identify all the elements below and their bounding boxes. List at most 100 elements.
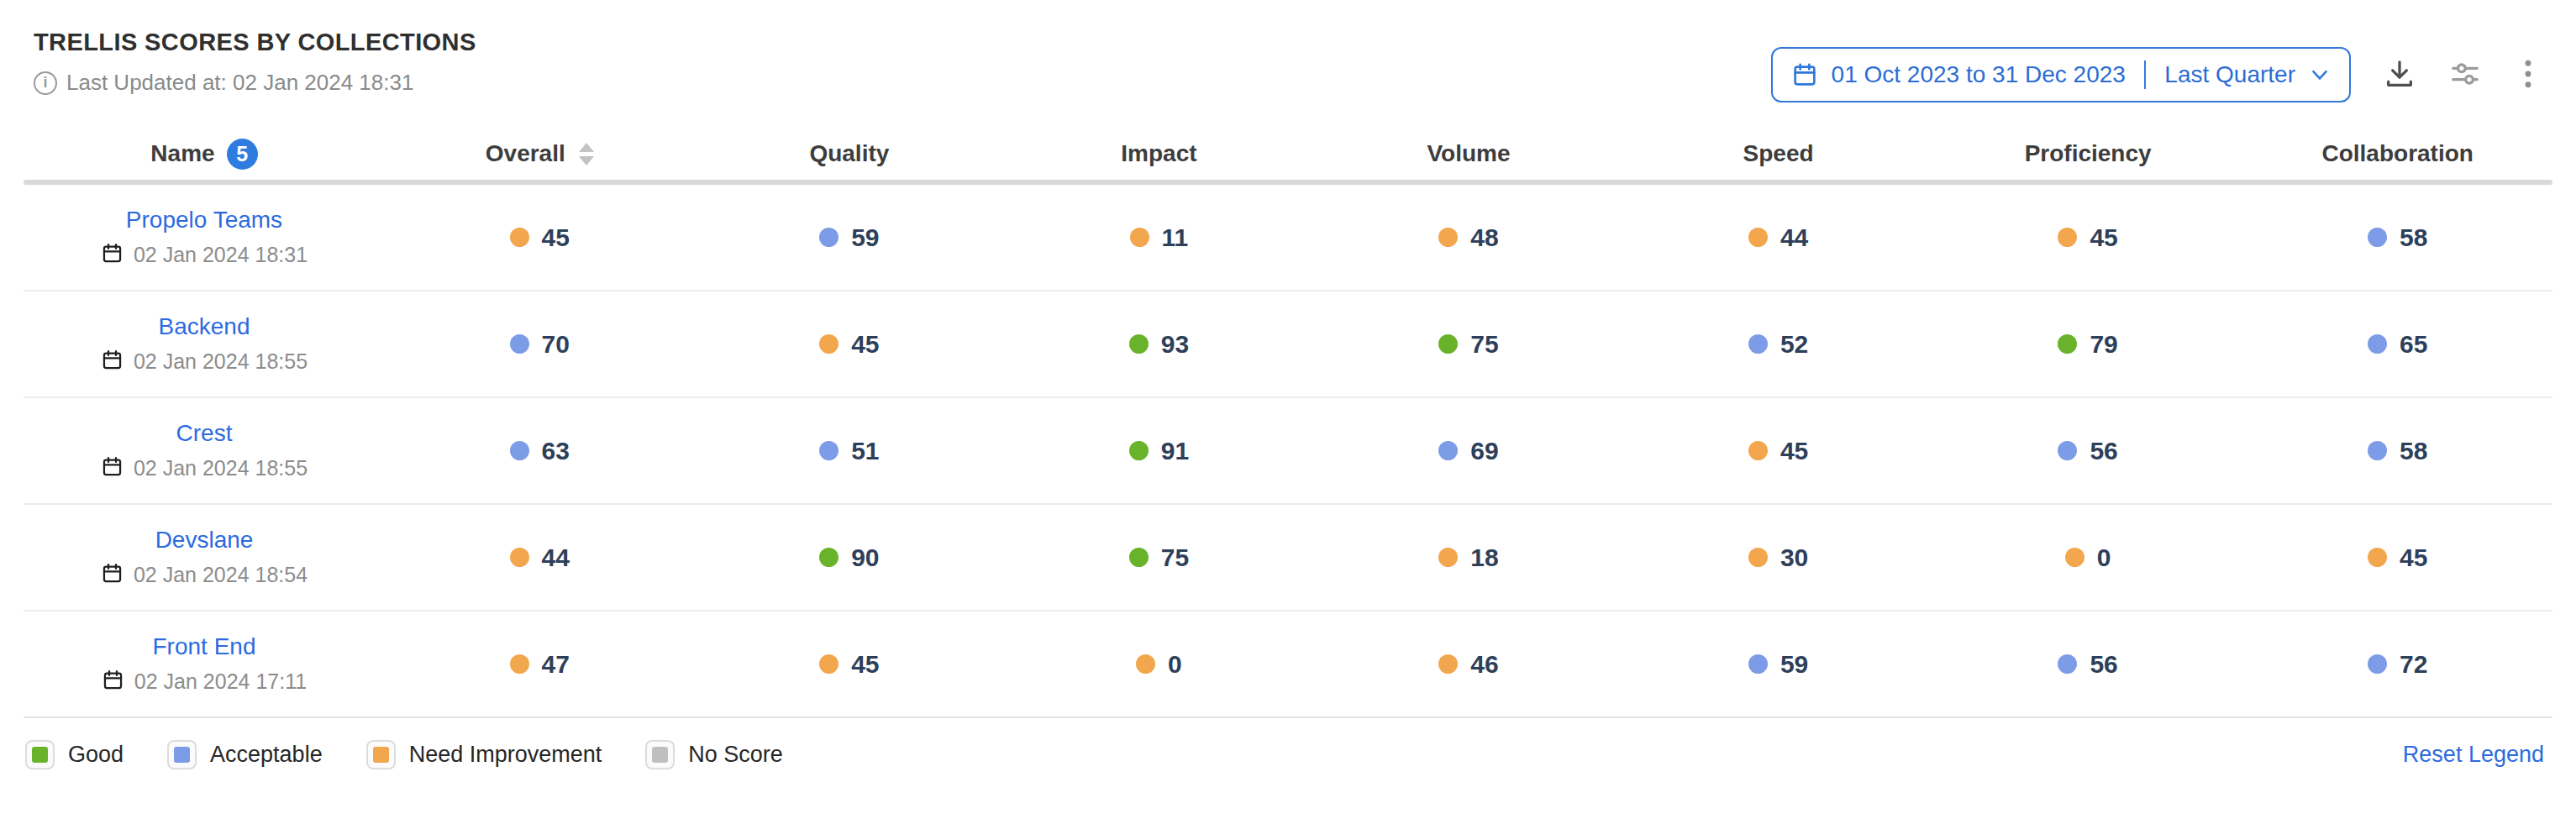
score-dot: [1748, 228, 1768, 247]
legend-bar: Good Acceptable Need Improvement No Scor…: [0, 718, 2576, 769]
score-value: 58: [2400, 223, 2427, 252]
table-row: Propelo Teams 02 Jan 2024 18:31 45 59 11: [24, 185, 2552, 291]
score-cell: 72: [2242, 650, 2552, 679]
column-header-label: Speed: [1743, 140, 1814, 167]
score-dot: [1748, 654, 1768, 674]
legend-item[interactable]: Acceptable: [167, 740, 323, 769]
collection-name-cell: Crest 02 Jan 2024 18:55: [24, 420, 385, 481]
collection-link[interactable]: Propelo Teams: [126, 207, 282, 234]
score-dot: [510, 441, 529, 460]
score-dot: [1748, 441, 1768, 460]
column-header-label: Volume: [1427, 140, 1510, 167]
score-cell: 58: [2242, 223, 2552, 252]
collection-name-cell: Backend 02 Jan 2024 18:55: [24, 313, 385, 375]
legend-item[interactable]: Need Improvement: [366, 740, 602, 769]
score-cell: 46: [1314, 650, 1624, 679]
score-value: 45: [851, 330, 879, 359]
table-row: Devslane 02 Jan 2024 18:54 44 90 75: [24, 505, 2552, 612]
score-dot: [510, 548, 529, 567]
name-header-label: Name: [150, 140, 214, 167]
settings-button[interactable]: [2448, 57, 2482, 93]
last-updated-text: Last Updated at: 02 Jan 2024 18:31: [66, 70, 413, 96]
score-value: 46: [1470, 650, 1498, 679]
legend-checkbox: [645, 740, 675, 769]
score-cell: 44: [385, 543, 695, 572]
score-value: 45: [1780, 437, 1808, 465]
score-dot: [1438, 334, 1458, 354]
score-value: 56: [2090, 437, 2117, 465]
table-row: Backend 02 Jan 2024 18:55 70 45 93: [24, 291, 2552, 398]
reset-legend-link[interactable]: Reset Legend: [2403, 742, 2544, 768]
collection-link[interactable]: Front End: [153, 633, 256, 660]
caret-up-icon: [579, 143, 594, 152]
score-value: 0: [1168, 650, 1182, 679]
collection-name-cell: Propelo Teams 02 Jan 2024 18:31: [24, 207, 385, 268]
legend-item-label: Need Improvement: [409, 742, 602, 768]
score-value: 44: [1780, 223, 1808, 252]
legend-item[interactable]: No Score: [645, 740, 783, 769]
score-cell: 11: [1004, 223, 1314, 252]
score-value: 45: [2090, 223, 2117, 252]
column-header: Proficiency: [1933, 140, 2243, 167]
score-cell: 44: [1623, 223, 1933, 252]
more-options-button[interactable]: [2514, 57, 2542, 93]
collection-link[interactable]: Crest: [176, 420, 233, 447]
score-value: 47: [542, 650, 570, 679]
score-dot: [1130, 228, 1149, 247]
score-cell: 45: [385, 223, 695, 252]
sliders-icon: [2448, 57, 2482, 93]
score-value: 91: [1161, 437, 1189, 465]
scores-table: Name 5 Overall Quality Impact Volume Spe…: [24, 128, 2552, 718]
score-cell: 45: [695, 650, 1005, 679]
score-value: 30: [1780, 543, 1808, 572]
legend-color-swatch: [32, 747, 48, 763]
legend-item[interactable]: Good: [25, 740, 124, 769]
score-value: 70: [542, 330, 570, 359]
calendar-icon: [102, 669, 124, 695]
column-header: Speed: [1623, 140, 1933, 167]
column-header: Impact: [1004, 140, 1314, 167]
name-column-header: Name 5: [24, 139, 385, 170]
row-date-line: 02 Jan 2024 18:54: [101, 562, 308, 588]
sort-icon[interactable]: [579, 143, 594, 165]
legend-items: Good Acceptable Need Improvement No Scor…: [25, 740, 783, 769]
column-header: Volume: [1314, 140, 1624, 167]
score-dot: [1748, 334, 1768, 354]
score-value: 58: [2400, 437, 2427, 465]
score-cell: 45: [1623, 437, 1933, 465]
score-cell: 0: [1004, 650, 1314, 679]
score-dot: [1748, 548, 1768, 567]
table-row: Front End 02 Jan 2024 17:11 47 45 0: [24, 612, 2552, 718]
row-count-badge: 5: [227, 139, 258, 170]
score-dot: [819, 334, 839, 354]
score-dot: [1438, 654, 1458, 674]
score-cell: 0: [1933, 543, 2243, 572]
column-header-label: Impact: [1121, 140, 1196, 167]
score-value: 48: [1470, 223, 1498, 252]
column-header[interactable]: Overall: [385, 140, 695, 167]
download-button[interactable]: [2383, 57, 2416, 93]
score-cell: 65: [2242, 330, 2552, 359]
row-date: 02 Jan 2024 17:11: [134, 669, 307, 694]
score-cell: 52: [1623, 330, 1933, 359]
legend-color-swatch: [373, 747, 389, 763]
calendar-icon: [101, 349, 124, 375]
score-dot: [2058, 228, 2077, 247]
score-cell: 58: [2242, 437, 2552, 465]
table-row: Crest 02 Jan 2024 18:55 63 51 91: [24, 398, 2552, 505]
score-dot: [2368, 548, 2387, 567]
chevron-down-icon: [2309, 64, 2331, 86]
legend-checkbox: [366, 740, 396, 769]
collection-link[interactable]: Backend: [159, 313, 250, 340]
row-date: 02 Jan 2024 18:54: [134, 563, 308, 587]
score-dot: [510, 654, 529, 674]
info-icon: i: [34, 71, 57, 95]
widget-title: TRELLIS SCORES BY COLLECTIONS: [34, 29, 476, 56]
last-updated: i Last Updated at: 02 Jan 2024 18:31: [34, 70, 476, 96]
widget-header: TRELLIS SCORES BY COLLECTIONS i Last Upd…: [0, 29, 2576, 102]
score-value: 65: [2400, 330, 2427, 359]
score-dot: [2368, 654, 2387, 674]
collection-link[interactable]: Devslane: [155, 527, 254, 554]
date-range-text: 01 Oct 2023 to 31 Dec 2023: [1832, 61, 2126, 88]
date-range-button[interactable]: 01 Oct 2023 to 31 Dec 2023 Last Quarter: [1771, 47, 2351, 102]
